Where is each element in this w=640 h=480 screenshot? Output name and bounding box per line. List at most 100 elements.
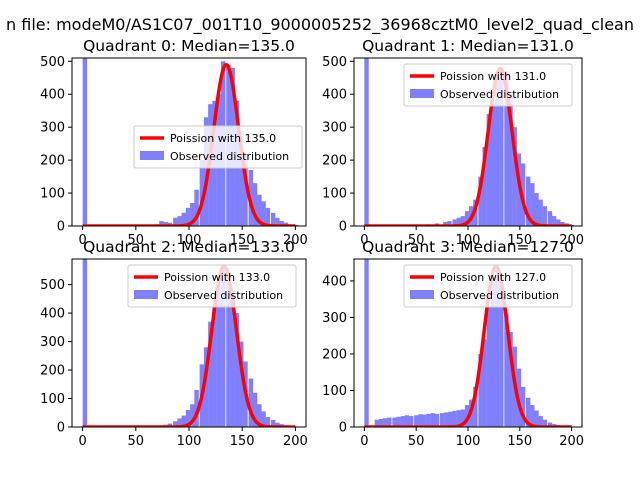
legend: Poission with 135.0 Observed distribution	[133, 125, 303, 169]
y-tick-label: 400	[40, 88, 65, 103]
y-tick-label: 200	[40, 154, 65, 169]
figure-suptitle: n file: modeM0/AS1C07_001T10_9000005252_…	[6, 15, 634, 35]
histogram-bar	[504, 71, 509, 226]
x-tick-label: 0	[78, 434, 86, 449]
legend-entry-observed: Observed distribution	[170, 150, 289, 163]
y-tick-label: 0	[57, 421, 65, 436]
histogram-bar	[208, 321, 213, 427]
legend-entry-observed: Observed distribution	[440, 289, 559, 302]
legend-box	[127, 264, 297, 308]
x-tick-label: 150	[230, 233, 255, 248]
histogram-bar	[538, 416, 543, 427]
histogram-bar	[499, 280, 504, 427]
histogram-bar	[248, 378, 254, 427]
legend-entry-fit: Poission with 131.0	[440, 70, 546, 83]
x-tick-label: 100	[456, 434, 481, 449]
poisson-fit-line	[363, 66, 573, 226]
x-tick-label: 100	[456, 233, 481, 248]
histogram-bar	[534, 193, 539, 226]
histogram-bar	[538, 199, 543, 226]
histogram-bar	[530, 405, 535, 427]
legend: Poission with 133.0 Observed distribution	[127, 264, 297, 308]
y-tick-label: 300	[322, 121, 347, 136]
histogram-bar	[364, 58, 369, 226]
histogram-bar	[173, 217, 178, 226]
y-tick-label: 500	[322, 55, 347, 70]
histogram-bar	[456, 217, 461, 226]
y-tick-label: 0	[339, 220, 347, 235]
histogram-bar	[542, 206, 547, 226]
histogram-bar	[430, 413, 436, 427]
histogram-bar	[494, 269, 500, 427]
histogram-bar	[414, 415, 419, 427]
histogram-bar	[230, 290, 235, 427]
legend-bar-swatch	[410, 89, 434, 98]
histogram-bar	[560, 222, 565, 226]
legend: Poission with 127.0 Observed distribution	[403, 264, 573, 308]
histogram-bar	[257, 404, 262, 427]
histogram-bar	[530, 183, 535, 226]
legend-box	[403, 264, 573, 308]
legend-entry-fit: Poission with 135.0	[170, 132, 276, 145]
legend-entry-fit: Poission with 127.0	[440, 271, 546, 284]
histogram-bar	[185, 409, 191, 427]
histogram-bar	[185, 207, 191, 226]
histogram-bar	[404, 415, 410, 427]
x-tick-label: 200	[559, 233, 584, 248]
histogram-bar	[504, 313, 509, 427]
x-tick-label: 200	[283, 434, 308, 449]
x-tick-label: 100	[177, 434, 202, 449]
histogram-bar	[473, 386, 478, 427]
histogram-bar	[490, 104, 496, 226]
y-tick-label: 300	[40, 121, 65, 136]
legend-entry-fit: Poission with 133.0	[164, 271, 270, 284]
histogram-bar	[378, 418, 384, 427]
histogram-bar	[265, 207, 271, 226]
x-tick-label: 50	[408, 434, 425, 449]
histogram-bar	[551, 216, 557, 226]
y-tick-label: 400	[322, 274, 347, 289]
x-tick-label: 150	[507, 233, 532, 248]
y-tick-label: 100	[40, 392, 65, 407]
histogram-bar	[181, 415, 187, 427]
histogram-bar	[190, 202, 195, 226]
histogram-bar	[508, 332, 513, 427]
legend: Poission with 131.0 Observed distribution	[403, 63, 573, 107]
histogram-bar	[542, 419, 547, 427]
histogram-bar	[387, 417, 392, 427]
legend-box	[403, 63, 573, 107]
histogram-bar	[177, 216, 182, 226]
y-tick-label: 200	[322, 154, 347, 169]
legend-bar-swatch	[140, 151, 164, 160]
histogram-bar	[252, 392, 258, 427]
histogram	[364, 58, 574, 226]
y-tick-label: 0	[57, 220, 65, 235]
histogram-bar	[460, 409, 466, 427]
y-tick-label: 200	[322, 347, 347, 362]
histogram-bar	[556, 219, 561, 226]
x-tick-label: 50	[408, 233, 425, 248]
histogram-bar	[199, 160, 205, 226]
x-tick-label: 200	[559, 434, 584, 449]
histogram-bar	[494, 77, 500, 226]
histogram-bar	[426, 413, 431, 427]
quadrant-3-chart: 0 50 100 150 200 0 100 200 300 400 Quadrant 3: Med…	[322, 238, 584, 449]
y-tick-label: 400	[40, 307, 65, 322]
panel-title: Quadrant 3: Median=127.0	[362, 238, 574, 256]
histogram-bar	[243, 153, 248, 226]
x-tick-label: 0	[78, 233, 86, 248]
histogram-bar	[478, 176, 483, 226]
histogram-bar	[418, 414, 423, 427]
panel-title: Quadrant 2: Median=133.0	[83, 238, 295, 256]
histogram-bar	[226, 271, 231, 427]
panel-title: Quadrant 0: Median=135.0	[83, 37, 295, 55]
legend-box	[133, 125, 303, 169]
histogram-bar	[275, 422, 280, 427]
x-tick-label: 0	[360, 434, 368, 449]
histogram-bar	[434, 413, 440, 427]
histogram-bar	[374, 419, 380, 427]
histogram-bar	[220, 267, 226, 427]
y-tick-label: 500	[40, 278, 65, 293]
y-tick-label: 0	[339, 421, 347, 436]
legend-entry-observed: Observed distribution	[164, 289, 283, 302]
